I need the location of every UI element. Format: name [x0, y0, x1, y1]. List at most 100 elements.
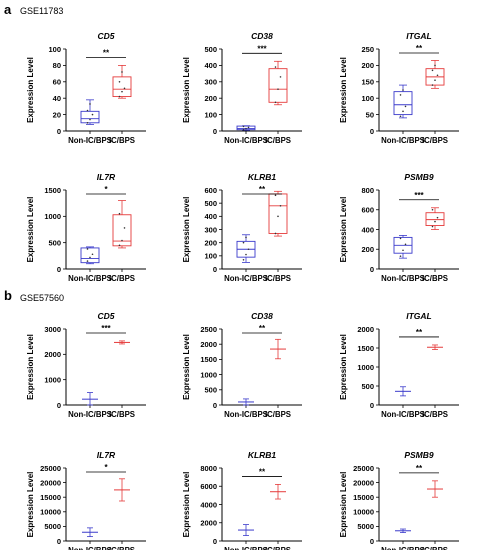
y-tick-label: 500	[361, 382, 374, 391]
data-point	[431, 69, 434, 72]
data-point	[86, 109, 89, 112]
y-tick-label: 60	[53, 78, 61, 87]
chart-title: CD38	[251, 311, 273, 321]
panel-b-dataset: GSE57560	[20, 293, 65, 303]
data-point	[118, 244, 121, 247]
y-axis-label: Expression Level	[26, 57, 35, 123]
box-iqr	[393, 91, 413, 116]
y-tick-label: 0	[213, 401, 217, 410]
chart-title: CD38	[251, 31, 273, 41]
x-tick-label: IC/BPS	[265, 274, 291, 283]
y-axis-label: Expression Level	[339, 334, 348, 400]
y-tick-label: 0	[57, 401, 61, 410]
significance-label: **	[259, 185, 266, 194]
chart-a-klrb1: KLRB1 Expression Level 0 100 200 300 400 500 600…	[182, 172, 302, 283]
x-tick-label: Non-IC/BPS	[68, 136, 112, 145]
significance-label: **	[259, 467, 266, 476]
x-tick-label: Non-IC/BPS	[381, 410, 425, 419]
x-tick-label: Non-IC/BPS	[381, 136, 425, 145]
y-axis-label: Expression Level	[182, 57, 191, 123]
y-tick-label: 20	[53, 110, 61, 119]
y-tick-label: 3000	[44, 325, 61, 334]
y-tick-label: 500	[204, 386, 217, 395]
y-tick-label: 600	[204, 186, 217, 195]
y-axis-label: Expression Level	[26, 334, 35, 400]
data-point	[399, 237, 402, 240]
significance-label: *	[104, 463, 108, 472]
data-point	[404, 105, 407, 108]
data-point	[274, 101, 277, 104]
data-point	[89, 256, 91, 259]
significance-label: **	[416, 464, 423, 473]
data-point	[242, 258, 245, 261]
significance-label: **	[416, 328, 423, 337]
data-point	[279, 205, 282, 207]
chart-b-klrb1: KLRB1 Expression Level 0 2000 4000 6000 8000 No…	[182, 450, 302, 550]
y-tick-label: 40	[53, 94, 61, 103]
y-tick-label: 25000	[353, 464, 374, 473]
y-tick-label: 20000	[40, 478, 61, 487]
x-tick-label: IC/BPS	[109, 274, 135, 283]
data-point	[399, 115, 402, 118]
y-tick-label: 2000	[357, 325, 374, 334]
y-tick-label: 500	[204, 199, 217, 208]
y-tick-label: 150	[361, 78, 374, 87]
data-point	[245, 127, 247, 130]
y-tick-label: 0	[370, 537, 374, 546]
y-tick-label: 1000	[44, 375, 61, 384]
chart-title: KLRB1	[248, 172, 277, 182]
chart-title: IL7R	[97, 172, 116, 182]
x-tick-label: IC/BPS	[265, 136, 291, 145]
x-tick-label: Non-IC/BPS	[68, 546, 112, 550]
data-point	[404, 243, 407, 246]
y-tick-label: 8000	[200, 464, 217, 473]
x-tick-label: IC/BPS	[422, 410, 448, 419]
y-tick-label: 5000	[357, 522, 374, 531]
y-tick-label: 200	[204, 94, 217, 103]
data-point	[118, 212, 121, 215]
box-iqr	[80, 247, 100, 264]
data-point	[118, 95, 121, 98]
x-tick-label: Non-IC/BPS	[224, 136, 268, 145]
y-tick-label: 100	[204, 252, 217, 261]
y-tick-label: 15000	[40, 493, 61, 502]
y-tick-label: 250	[361, 45, 374, 54]
data-point	[86, 122, 89, 124]
y-tick-label: 1500	[44, 186, 61, 195]
y-tick-label: 1000	[44, 212, 61, 221]
y-tick-label: 400	[204, 212, 217, 221]
box-iqr	[112, 76, 132, 98]
y-axis-label: Expression Level	[339, 57, 348, 123]
y-tick-label: 500	[48, 238, 61, 247]
y-tick-label: 50	[366, 110, 374, 119]
chart-a-il7r: IL7R Expression Level 0 500 1000 1500 Non-IC/B…	[26, 172, 146, 283]
data-point	[242, 241, 245, 244]
data-point	[274, 232, 277, 235]
data-point	[242, 125, 245, 128]
data-point	[89, 103, 91, 105]
data-point	[123, 87, 126, 90]
x-tick-label: IC/BPS	[265, 546, 291, 550]
data-point	[431, 225, 434, 228]
x-tick-label: Non-IC/BPS	[68, 274, 112, 283]
significance-label: ***	[257, 44, 267, 53]
data-point	[274, 194, 277, 197]
y-tick-label: 0	[370, 127, 374, 136]
data-point	[434, 220, 436, 223]
y-tick-label: 200	[204, 238, 217, 247]
data-point	[242, 128, 245, 131]
x-tick-label: Non-IC/BPS	[381, 546, 425, 550]
significance-label: ***	[101, 324, 111, 333]
chart-b-cd38: CD38 Expression Level 0 500 1000 1500 2000 2500…	[182, 311, 302, 419]
data-point	[91, 253, 94, 256]
box-iqr	[425, 212, 445, 226]
data-point	[86, 248, 89, 250]
data-point	[431, 208, 434, 211]
x-tick-label: IC/BPS	[109, 136, 135, 145]
data-point	[277, 88, 279, 90]
chart-b-psmb9: PSMB9 Expression Level 0 5000 10000 15000 2000…	[339, 450, 459, 550]
box-iqr	[112, 214, 132, 247]
data-point	[402, 89, 404, 91]
data-point	[121, 71, 123, 73]
